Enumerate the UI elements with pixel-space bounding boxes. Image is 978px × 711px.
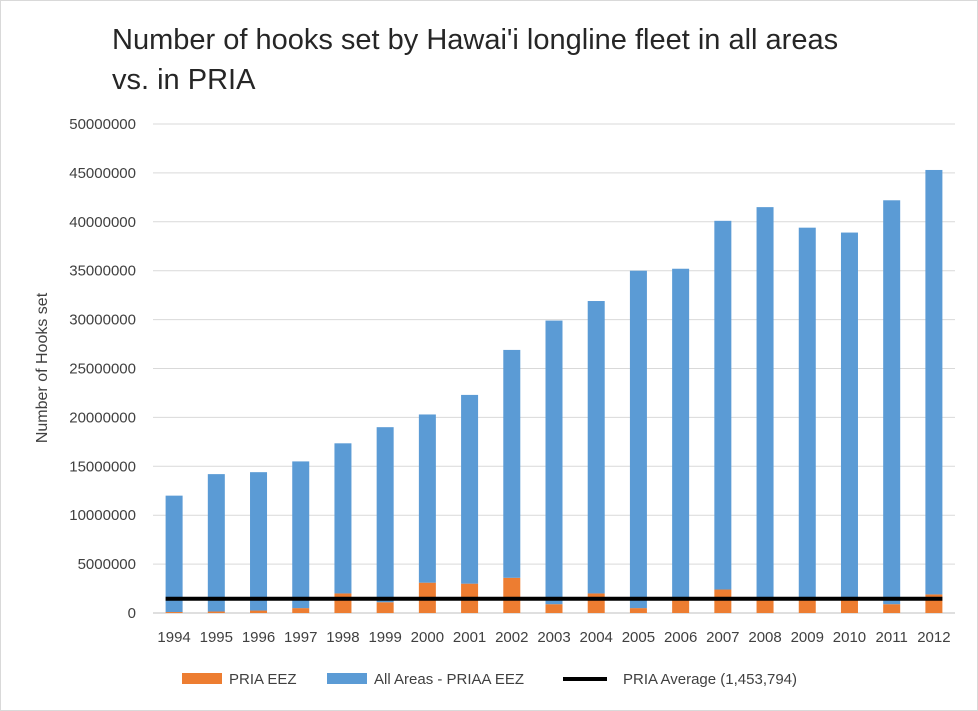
bar-all-areas — [376, 427, 394, 603]
y-tick-label: 5000000 — [78, 556, 136, 573]
bar-pria-eez — [165, 612, 183, 613]
y-tick-label: 30000000 — [69, 312, 136, 329]
bar-all-areas — [250, 472, 268, 611]
x-tick-label: 2002 — [495, 629, 528, 646]
legend: PRIA EEZ All Areas - PRIAA EEZ PRIA Averag… — [182, 671, 797, 688]
y-tick-label: 0 — [128, 605, 136, 622]
bar-all-areas — [334, 443, 352, 594]
y-tick-label: 40000000 — [69, 214, 136, 231]
bar-all-areas — [714, 220, 732, 590]
x-tick-label: 2000 — [411, 629, 444, 646]
y-tick-label: 25000000 — [69, 361, 136, 378]
y-tick-label: 10000000 — [69, 507, 136, 524]
bar-pria-eez — [672, 597, 690, 613]
x-tick-labels: 1994 1995 1996 1997 1998 1999 2000 2001 2002 2003… — [157, 629, 950, 646]
bar-all-areas — [883, 200, 901, 605]
y-tick-label: 45000000 — [69, 165, 136, 182]
chart-title-line1: Number of hooks set by Hawai'i longline … — [112, 24, 839, 56]
bar-all-areas — [418, 414, 436, 583]
x-tick-label: 2007 — [706, 629, 739, 646]
x-tick-label: 2005 — [622, 629, 655, 646]
legend-all-areas-swatch — [327, 673, 367, 684]
x-tick-label: 1998 — [326, 629, 359, 646]
x-tick-label: 1997 — [284, 629, 317, 646]
bar-all-areas — [587, 301, 605, 594]
x-tick-label: 2004 — [580, 629, 613, 646]
x-tick-label: 2011 — [876, 629, 908, 646]
bar-pria-eez — [798, 599, 816, 613]
bar-all-areas — [798, 227, 816, 600]
bar-pria-eez — [376, 602, 394, 613]
bar-pria-eez — [292, 608, 310, 613]
legend-pria-average: PRIA Average (1,453,794) — [563, 671, 797, 688]
x-tick-label: 2010 — [833, 629, 866, 646]
bar-all-areas — [545, 320, 563, 605]
y-axis-label: Number of Hooks set — [34, 292, 51, 443]
bar-all-areas — [840, 232, 858, 599]
bar-pria-eez — [629, 608, 647, 613]
bar-pria-eez — [587, 593, 605, 613]
bar-pria-eez — [840, 598, 858, 613]
y-tick-label: 35000000 — [69, 263, 136, 280]
bar-all-areas — [672, 268, 690, 598]
bar-all-areas — [925, 169, 943, 595]
chart-title: Number of hooks set by Hawai'i longline … — [112, 20, 932, 100]
bar-all-areas — [629, 270, 647, 609]
chart-title-line2: vs. in PRIA — [112, 64, 256, 96]
bar-all-areas — [292, 461, 310, 609]
y-tick-label: 15000000 — [69, 458, 136, 475]
legend-all-areas-label: All Areas - PRIAA EEZ — [374, 671, 524, 688]
bars — [165, 169, 943, 613]
bar-pria-eez — [334, 593, 352, 613]
x-tick-label: 1995 — [200, 629, 233, 646]
x-tick-label: 2008 — [748, 629, 781, 646]
bar-pria-eez — [503, 577, 521, 613]
x-tick-label: 2009 — [791, 629, 824, 646]
legend-pria-eez-swatch — [182, 673, 222, 684]
x-tick-label: 2012 — [917, 629, 950, 646]
bar-pria-eez — [883, 604, 901, 613]
bar-pria-eez — [714, 589, 732, 613]
x-tick-label: 1999 — [368, 629, 401, 646]
x-tick-label: 2006 — [664, 629, 697, 646]
bar-pria-eez — [207, 611, 225, 613]
bar-pria-eez — [545, 604, 563, 613]
x-tick-label: 1994 — [157, 629, 190, 646]
x-tick-label: 2001 — [453, 629, 486, 646]
y-tick-labels: 0 5000000 10000000 15000000 20000000 25000000… — [69, 116, 136, 622]
x-tick-label: 2003 — [537, 629, 570, 646]
y-tick-label: 20000000 — [69, 409, 136, 426]
bar-all-areas — [461, 394, 479, 584]
legend-all-areas: All Areas - PRIAA EEZ — [327, 671, 524, 688]
bar-all-areas — [207, 474, 225, 612]
legend-pria-eez: PRIA EEZ — [182, 671, 297, 688]
legend-pria-average-label: PRIA Average (1,453,794) — [623, 671, 797, 688]
bar-all-areas — [165, 495, 183, 613]
bar-all-areas — [756, 207, 774, 600]
bar-pria-eez — [250, 610, 268, 613]
bar-all-areas — [503, 349, 521, 578]
legend-pria-eez-label: PRIA EEZ — [229, 671, 297, 688]
x-tick-label: 1996 — [242, 629, 275, 646]
y-tick-label: 50000000 — [69, 116, 136, 133]
bar-pria-eez — [756, 599, 774, 613]
